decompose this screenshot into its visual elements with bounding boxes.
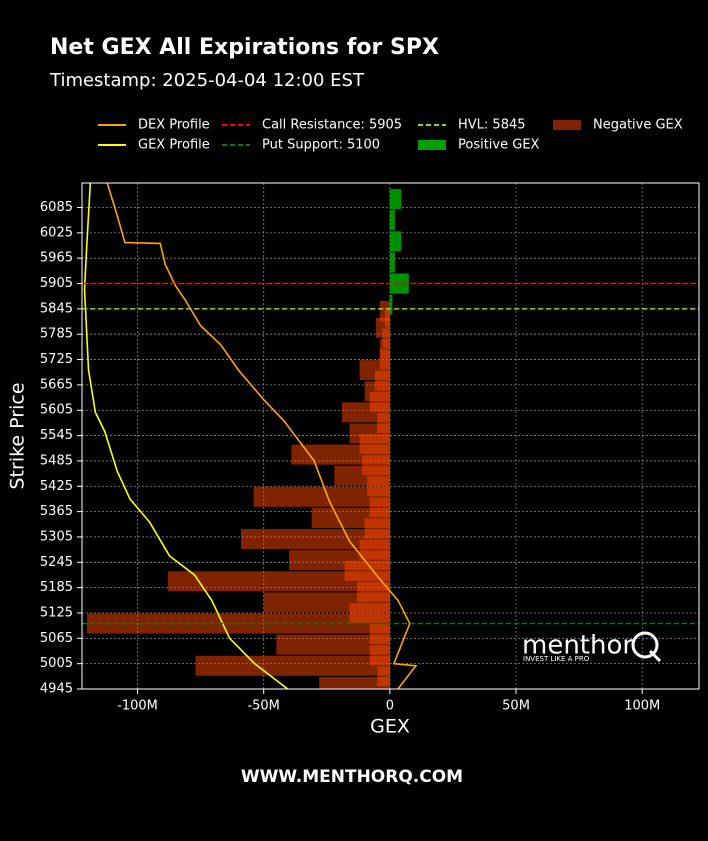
legend-label: Negative GEX bbox=[593, 118, 683, 133]
plot bbox=[82, 183, 699, 689]
bar bbox=[382, 328, 390, 349]
y-tick-label: 5425 bbox=[40, 479, 73, 494]
chart-subtitle: Timestamp: 2025-04-04 12:00 EST bbox=[49, 70, 365, 91]
bar bbox=[276, 634, 390, 655]
y-tick-label: 5665 bbox=[40, 377, 73, 392]
y-tick-label: 5185 bbox=[40, 580, 73, 595]
plot-frame bbox=[81, 182, 700, 690]
legend-label: GEX Profile bbox=[138, 138, 210, 153]
x-tick-label: 0 bbox=[386, 699, 394, 714]
y-tick-label: 5065 bbox=[40, 631, 73, 646]
footer: WWW.MENTHORQ.COM bbox=[241, 767, 463, 787]
y-axis-label: Strike Price bbox=[7, 382, 29, 489]
logo-q-tail bbox=[648, 649, 662, 663]
bar bbox=[379, 349, 390, 370]
y-tick-label: 5905 bbox=[40, 276, 73, 291]
bar bbox=[389, 210, 395, 231]
bar bbox=[319, 676, 390, 689]
legend-label: DEX Profile bbox=[138, 118, 210, 133]
bar bbox=[389, 294, 393, 315]
legend-swatch bbox=[418, 140, 446, 150]
y-tick-label: 5845 bbox=[40, 301, 73, 316]
bar bbox=[389, 231, 402, 252]
y-tick-label: 5785 bbox=[40, 327, 73, 342]
legend-label: Put Support: 5100 bbox=[262, 138, 380, 153]
x-tick-label: -50M bbox=[247, 699, 279, 714]
x-tick-label: -100M bbox=[117, 699, 158, 714]
bar bbox=[379, 300, 390, 321]
y-tick-label: 5485 bbox=[40, 453, 73, 468]
logo-name: menthor bbox=[522, 631, 633, 661]
legend-label: HVL: 5845 bbox=[458, 118, 526, 133]
legend-label: Positive GEX bbox=[458, 138, 540, 153]
y-tick-label: 5005 bbox=[40, 656, 73, 671]
bar bbox=[167, 571, 390, 592]
y-tick-label: 4945 bbox=[40, 682, 73, 697]
y-tick-label: 5605 bbox=[40, 403, 73, 418]
x-axis-label: GEX bbox=[370, 716, 410, 738]
y-tick-label: 6085 bbox=[40, 200, 73, 215]
y-tick-label: 5725 bbox=[40, 352, 73, 367]
y-tick-label: 5965 bbox=[40, 251, 73, 266]
logo-q bbox=[631, 631, 659, 659]
bar bbox=[389, 273, 409, 294]
y-tick-label: 5305 bbox=[40, 529, 73, 544]
bar bbox=[195, 655, 390, 676]
bar bbox=[389, 189, 402, 210]
legend-label: Call Resistance: 5905 bbox=[262, 118, 402, 133]
logo-tagline: INVEST LIKE A PRO bbox=[523, 655, 590, 663]
chart-title: Net GEX All Expirations for SPX bbox=[50, 35, 439, 60]
x-tick-label: 100M bbox=[624, 699, 660, 714]
y-tick-label: 6025 bbox=[40, 225, 73, 240]
y-tick-label: 5245 bbox=[40, 555, 73, 570]
y-tick-label: 5365 bbox=[40, 504, 73, 519]
profile-line bbox=[106, 183, 418, 689]
bar bbox=[379, 338, 390, 359]
y-tick-label: 5125 bbox=[40, 605, 73, 620]
y-tick-label: 5545 bbox=[40, 428, 73, 443]
x-tick-label: 50M bbox=[502, 699, 530, 714]
profile-line bbox=[83, 183, 289, 689]
bar bbox=[253, 486, 390, 507]
legend-swatch bbox=[553, 120, 581, 130]
bar bbox=[389, 252, 395, 273]
